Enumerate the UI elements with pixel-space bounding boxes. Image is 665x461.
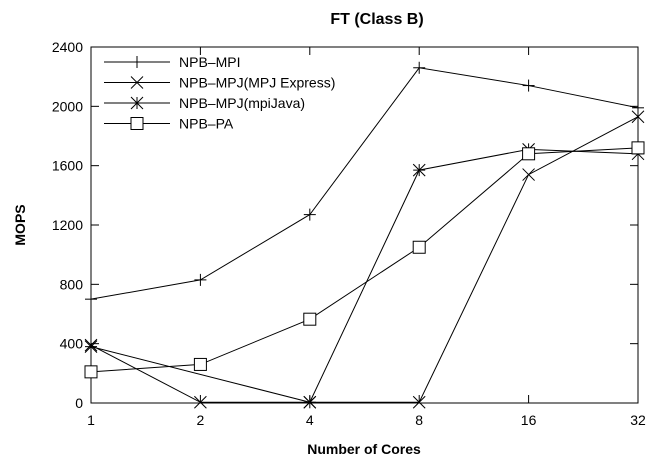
x-tick-label: 8 (415, 412, 423, 428)
series-line (90, 148, 639, 403)
legend-item: NPB–PA (104, 116, 234, 132)
data-point (130, 76, 144, 89)
axis-ticks: 0 400 800 1200 1600 2000 2400 1 2 4 8 16 32 (52, 39, 646, 428)
series-line (90, 116, 639, 403)
chart-title: FT (Class B) (330, 11, 423, 28)
data-point (303, 208, 316, 221)
data-point (194, 395, 207, 409)
data-point (522, 79, 535, 92)
x-tick-label: 16 (521, 412, 537, 428)
y-tick-label: 2000 (52, 98, 83, 114)
y-tick-label: 1200 (52, 217, 83, 233)
legend-label: NPB–MPJ(MPJ Express) (179, 75, 335, 91)
data-point (412, 240, 426, 254)
series-group (84, 61, 645, 409)
series (84, 110, 645, 409)
legend: NPB–MPI NPB–MPJ(MPJ Express) NPB–MPJ(mpiJa… (104, 54, 335, 132)
data-point (412, 395, 426, 409)
data-point (194, 273, 207, 286)
series-line (90, 67, 639, 300)
x-tick-label: 1 (87, 412, 95, 428)
data-point (522, 168, 535, 181)
legend-item: NPB–MPJ(MPJ Express) (104, 75, 335, 91)
data-point (131, 56, 143, 68)
plot-frame (90, 46, 639, 404)
series (85, 61, 644, 306)
y-tick-label: 1600 (52, 158, 83, 174)
y-axis-label: MOPS (12, 204, 28, 245)
data-point (632, 101, 644, 114)
y-tick-label: 400 (60, 336, 84, 352)
data-point (412, 163, 426, 177)
legend-label: NPB–MPI (179, 54, 240, 70)
data-point (130, 117, 144, 130)
data-point (84, 340, 98, 353)
y-tick-label: 800 (60, 276, 84, 292)
data-point (413, 61, 426, 74)
legend-item: NPB–MPI (104, 54, 240, 70)
data-point (631, 141, 645, 155)
y-tick-label: 2400 (52, 39, 83, 55)
series-line (90, 147, 639, 373)
data-point (193, 357, 207, 371)
data-point (84, 365, 98, 379)
data-point (522, 147, 536, 161)
x-tick-label: 32 (630, 412, 646, 428)
x-tick-label: 4 (306, 412, 314, 428)
x-axis-label: Number of Cores (307, 441, 421, 457)
series (84, 141, 645, 379)
data-point (85, 293, 97, 306)
data-point (303, 312, 317, 326)
data-point (303, 395, 317, 409)
x-tick-label: 2 (197, 412, 205, 428)
legend-item: NPB–MPJ(mpiJava) (104, 95, 305, 111)
series (84, 142, 645, 409)
data-point (130, 96, 144, 110)
legend-label: NPB–PA (179, 116, 234, 132)
legend-label: NPB–MPJ(mpiJava) (179, 95, 305, 111)
y-tick-label: 0 (75, 395, 83, 411)
data-point (631, 110, 645, 124)
